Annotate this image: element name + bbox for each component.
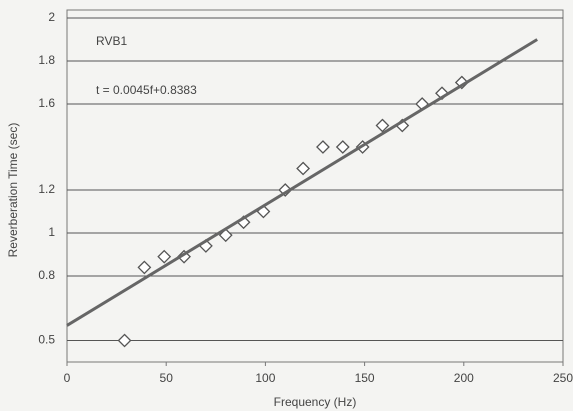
point [335,140,350,154]
x-axis-label: Frequency (Hz) [274,395,357,409]
x-tick-label: 250 [553,371,573,385]
equation: t = 0.0045f+0.8383 [96,83,197,97]
y-tick-label: 1 [48,225,55,239]
y-tick-label: 1.2 [38,182,55,196]
y-tick-label: 2 [48,10,55,24]
x-tick-label: 0 [64,371,71,385]
y-axis-label: Reverberation Time (sec) [6,123,20,258]
chart-title: RVB1 [96,34,127,48]
y-tick-label: 0.5 [38,333,55,347]
y-tick-label: 1.6 [38,96,55,110]
y-tick-label: 0.8 [38,268,55,282]
point [157,249,172,264]
point [117,333,132,348]
fit-line [66,38,538,327]
point [137,260,152,275]
point [375,118,390,133]
point [316,140,330,154]
x-tick-label: 50 [160,371,174,385]
point [296,161,311,176]
x-tick-label: 100 [255,371,275,385]
x-tick-label: 150 [355,371,375,385]
plot-frame [66,9,564,363]
y-tick-label: 1.8 [38,53,55,67]
x-tick-label: 200 [454,371,474,385]
